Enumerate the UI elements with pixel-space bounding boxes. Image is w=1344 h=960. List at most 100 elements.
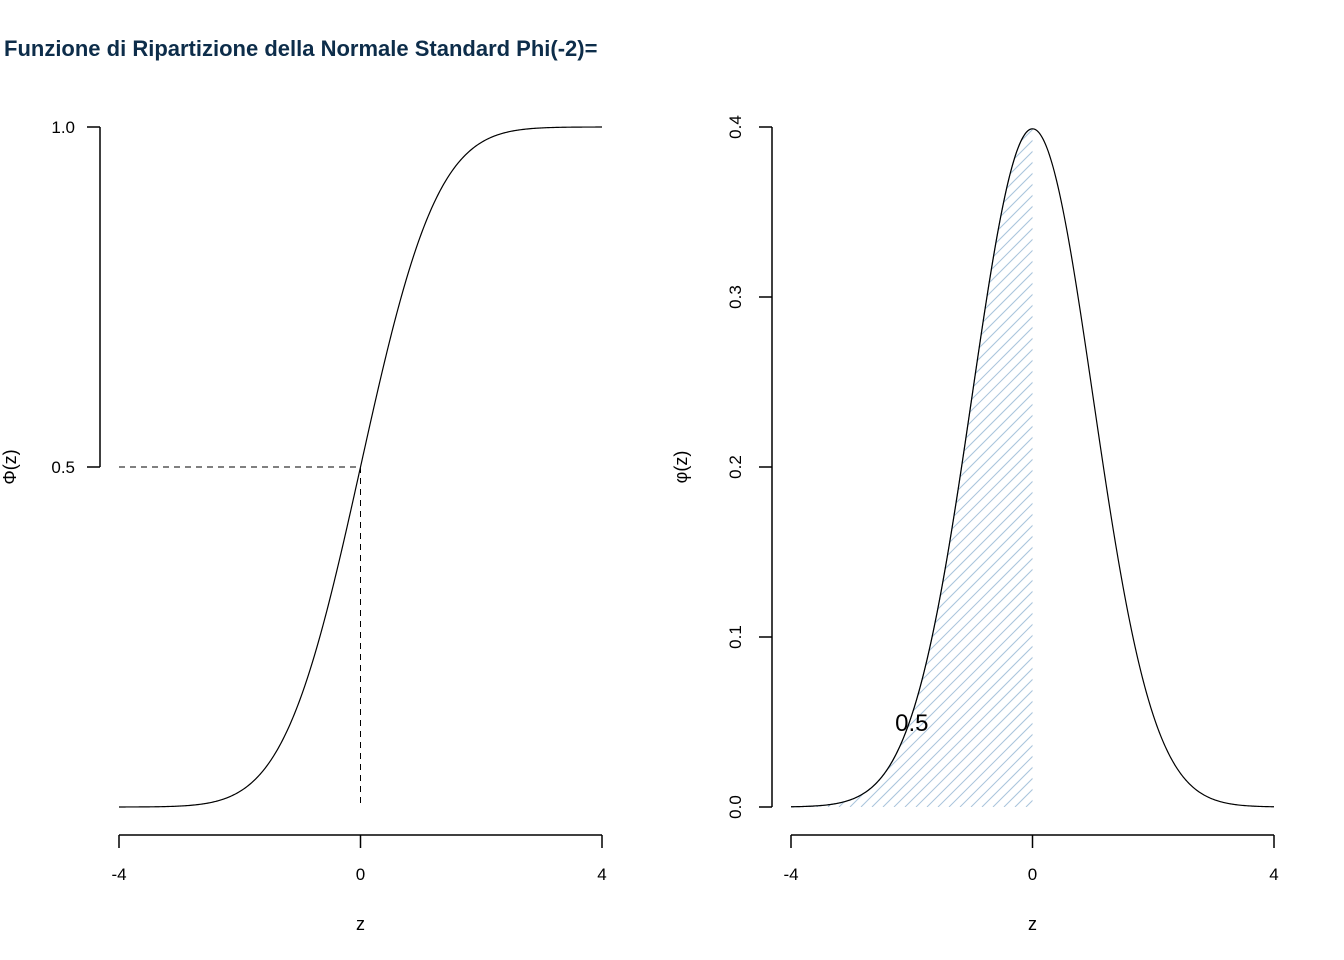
cdf-y-tick-label: 0.5 bbox=[51, 458, 75, 477]
hatch-line bbox=[1081, 107, 1344, 807]
hatch-line bbox=[791, 128, 1033, 808]
hatch-line bbox=[791, 128, 979, 808]
cdf-x-tick-label: 0 bbox=[356, 865, 365, 884]
pdf-y-tick-label: 0.0 bbox=[726, 795, 745, 819]
hatch-line bbox=[1246, 107, 1344, 807]
pdf-y-tick-label: 0.2 bbox=[726, 455, 745, 479]
hatch-line bbox=[791, 128, 1033, 808]
hatch-line bbox=[791, 128, 1033, 808]
hatch-line bbox=[791, 128, 935, 808]
cdf-x-tick-label: 4 bbox=[597, 865, 606, 884]
hatch-line bbox=[1312, 107, 1344, 807]
hatch-line bbox=[1268, 107, 1344, 807]
pdf-panel: 0.0 0.1 0.2 0.3 0.4 -4 0 4 z φ(z) 0.5 bbox=[671, 107, 1344, 934]
hatch-line bbox=[791, 128, 1033, 808]
pdf-x-tick-label: -4 bbox=[783, 865, 798, 884]
hatch-line bbox=[882, 128, 1033, 808]
hatch-line bbox=[791, 128, 1033, 808]
cdf-y-tick-label: 1.0 bbox=[51, 118, 75, 137]
pdf-annotation: 0.5 bbox=[895, 710, 928, 737]
hatch-line bbox=[794, 128, 1033, 808]
hatch-line bbox=[791, 128, 1033, 808]
hatch-line bbox=[1224, 107, 1344, 807]
hatch-line bbox=[1169, 107, 1344, 807]
hatch-line bbox=[791, 128, 1033, 808]
cdf-y-axis-title: Φ(z) bbox=[0, 449, 20, 484]
hatch-line bbox=[791, 128, 1033, 808]
hatch-line bbox=[1290, 107, 1344, 807]
hatch-line bbox=[791, 128, 1033, 808]
hatch-line bbox=[791, 128, 1033, 808]
hatch-line bbox=[1323, 107, 1344, 807]
hatch-line bbox=[791, 128, 1033, 808]
hatch-line bbox=[1070, 107, 1344, 807]
cdf-curve bbox=[119, 126, 602, 808]
pdf-y-tick-label: 0.1 bbox=[726, 625, 745, 649]
hatch-line bbox=[1103, 107, 1344, 807]
hatch-line bbox=[791, 128, 1033, 808]
hatch-line bbox=[791, 128, 1033, 808]
hatch-line bbox=[791, 128, 990, 808]
hatch-line bbox=[838, 128, 1033, 808]
hatch-line bbox=[1003, 128, 1033, 808]
hatch-line bbox=[791, 128, 1033, 808]
hatch-line bbox=[827, 128, 1033, 808]
hatch-line bbox=[1213, 107, 1344, 807]
hatch-line bbox=[805, 128, 1033, 808]
hatch-line bbox=[791, 128, 1033, 808]
hatch-line bbox=[791, 128, 1033, 808]
hatch-line bbox=[791, 128, 1033, 808]
hatch-line bbox=[791, 128, 1033, 808]
hatch-line bbox=[791, 128, 1033, 808]
hatch-line bbox=[791, 128, 814, 808]
hatch-line bbox=[791, 128, 902, 808]
hatch-line bbox=[1158, 107, 1344, 807]
hatch-line bbox=[791, 128, 968, 808]
hatch-line bbox=[981, 128, 1033, 808]
hatch-line bbox=[791, 128, 1033, 808]
pdf-curve bbox=[790, 128, 1275, 808]
hatch-line bbox=[849, 128, 1033, 808]
hatch-line bbox=[791, 128, 1033, 808]
hatch-line bbox=[791, 128, 858, 808]
hatch-line bbox=[959, 128, 1033, 808]
hatch-line bbox=[1037, 107, 1344, 807]
hatch-line bbox=[791, 128, 1033, 808]
hatch-line bbox=[904, 128, 1033, 808]
hatch-line bbox=[791, 128, 1033, 808]
hatch-line bbox=[791, 128, 1033, 808]
pdf-x-tick-label: 0 bbox=[1028, 865, 1037, 884]
hatch-line bbox=[816, 128, 1033, 808]
hatch-line bbox=[791, 128, 1033, 808]
hatch-line bbox=[791, 128, 825, 808]
hatch-line bbox=[1136, 107, 1344, 807]
hatch-line bbox=[791, 128, 1033, 808]
cdf-x-tick-label: -4 bbox=[111, 865, 126, 884]
hatch-line bbox=[791, 128, 869, 808]
hatch-line bbox=[791, 128, 1033, 808]
hatch-line bbox=[1301, 107, 1344, 807]
hatch-line bbox=[791, 128, 1033, 808]
hatch-line bbox=[791, 128, 1033, 808]
hatch-line bbox=[926, 128, 1033, 808]
hatch-line bbox=[791, 128, 1033, 808]
hatch-line bbox=[1180, 107, 1344, 807]
pdf-shaded-area bbox=[791, 107, 1344, 808]
hatch-line bbox=[791, 128, 1033, 808]
pdf-y-axis-title: φ(z) bbox=[671, 451, 691, 484]
hatch-line bbox=[1334, 107, 1344, 807]
hatch-line bbox=[992, 128, 1033, 808]
hatch-line bbox=[1257, 107, 1344, 807]
hatch-line bbox=[1235, 107, 1344, 807]
hatch-line bbox=[791, 128, 946, 808]
hatch-line bbox=[791, 128, 1012, 808]
hatch-line bbox=[791, 128, 803, 808]
hatch-line bbox=[791, 128, 1033, 808]
hatch-line bbox=[1048, 107, 1344, 807]
hatch-line bbox=[1279, 107, 1344, 807]
page-title: Funzione di Ripartizione della Normale S… bbox=[4, 36, 598, 61]
hatch-line bbox=[791, 128, 880, 808]
hatch-line bbox=[1125, 107, 1344, 807]
hatch-line bbox=[791, 128, 1033, 808]
